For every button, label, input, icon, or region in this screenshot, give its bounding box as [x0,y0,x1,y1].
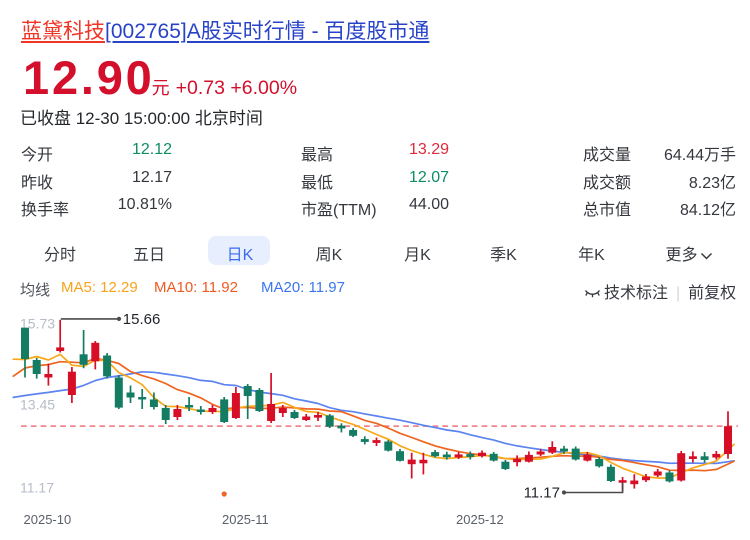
svg-text:11.17: 11.17 [20,480,54,496]
svg-text:2025-12: 2025-12 [456,512,504,527]
svg-text:13.45: 13.45 [20,397,55,413]
svg-text:2025-11: 2025-11 [222,512,269,527]
svg-text:15.66: 15.66 [123,311,161,328]
svg-text:2025-10: 2025-10 [24,512,72,527]
svg-text:11.17: 11.17 [524,485,560,502]
svg-text:15.73: 15.73 [20,316,55,332]
